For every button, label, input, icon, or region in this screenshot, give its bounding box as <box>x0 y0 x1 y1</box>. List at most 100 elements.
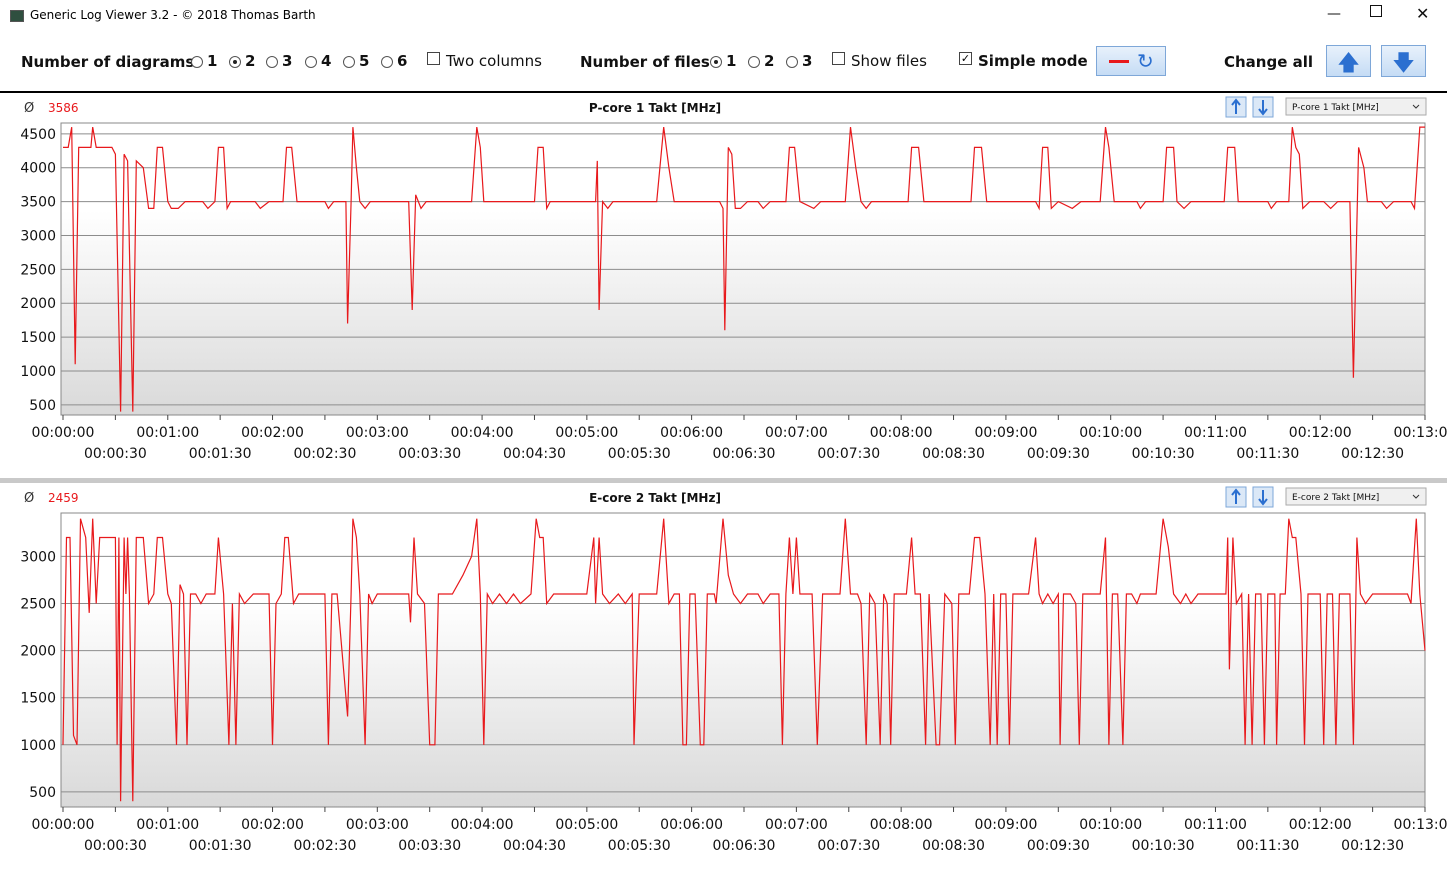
simple-mode-checkbox[interactable]: ✓ <box>959 52 972 65</box>
diagrams-label: Number of diagrams <box>21 53 195 71</box>
down-arrow <box>1258 100 1268 116</box>
x-tick-label: 00:12:00 <box>1289 817 1352 833</box>
x-tick-label: 00:01:30 <box>189 446 252 462</box>
window-title: Generic Log Viewer 3.2 - © 2018 Thomas B… <box>30 8 316 22</box>
y-tick-label: 4500 <box>20 127 56 143</box>
radio-button[interactable] <box>748 56 760 68</box>
x-tick-label: 00:04:30 <box>503 838 566 854</box>
show-files-checkbox[interactable] <box>832 52 845 65</box>
minimize-button[interactable]: — <box>1327 6 1341 22</box>
chart-title: P-core 1 Takt [MHz] <box>589 101 721 115</box>
y-tick-label: 500 <box>29 398 56 414</box>
series-selector-label: E-core 2 Takt [MHz] <box>1292 493 1379 503</box>
radio-button[interactable] <box>229 56 241 68</box>
x-tick-label: 00:03:00 <box>346 817 409 833</box>
x-tick-label: 00:04:00 <box>451 817 514 833</box>
x-tick-label: 00:05:30 <box>608 446 671 462</box>
radio-button[interactable] <box>191 56 203 68</box>
x-tick-label: 00:02:30 <box>293 446 356 462</box>
radio-button[interactable] <box>710 56 722 68</box>
move-down-button[interactable]: 🡇 <box>1381 45 1426 77</box>
up-arrow <box>1231 98 1241 114</box>
radio-label: 4 <box>321 52 332 70</box>
color-refresh-button[interactable]: ↻ <box>1096 46 1166 76</box>
x-tick-label: 00:06:00 <box>660 425 723 441</box>
x-tick-label: 00:08:00 <box>870 817 933 833</box>
x-tick-label: 00:00:00 <box>32 817 95 833</box>
y-tick-label: 500 <box>29 785 56 801</box>
x-tick-label: 00:02:00 <box>241 817 304 833</box>
radio-button[interactable] <box>381 56 393 68</box>
x-tick-label: 00:01:30 <box>189 838 252 854</box>
x-tick-label: 00:08:30 <box>922 838 985 854</box>
radio-label: 1 <box>726 52 737 70</box>
x-tick-label: 00:08:00 <box>870 425 933 441</box>
x-tick-label: 00:07:30 <box>817 446 880 462</box>
x-tick-label: 00:01:00 <box>136 817 199 833</box>
average-value: 3586 <box>48 101 79 115</box>
y-tick-label: 3000 <box>20 549 56 565</box>
close-button[interactable]: ✕ <box>1416 4 1430 23</box>
x-tick-label: 00:09:00 <box>974 817 1037 833</box>
y-tick-label: 3000 <box>20 228 56 244</box>
radio-label: 2 <box>245 52 256 70</box>
data-line <box>63 126 1425 412</box>
x-tick-label: 00:13:00 <box>1394 817 1447 833</box>
files-label: Number of files <box>580 53 710 71</box>
y-tick-label: 1500 <box>20 691 56 707</box>
x-tick-label: 00:07:00 <box>765 425 828 441</box>
x-tick-label: 00:02:00 <box>241 425 304 441</box>
simple-mode-label: Simple mode <box>978 52 1088 70</box>
average-value: 2459 <box>48 491 79 505</box>
x-tick-label: 00:07:00 <box>765 817 828 833</box>
radio-button[interactable] <box>266 56 278 68</box>
radio-button[interactable] <box>305 56 317 68</box>
maximize-button[interactable] <box>1370 5 1382 17</box>
x-tick-label: 00:11:00 <box>1184 425 1247 441</box>
series-selector[interactable] <box>1285 97 1427 116</box>
selector-caret <box>1412 494 1420 499</box>
y-tick-label: 1500 <box>20 330 56 346</box>
radio-label: 3 <box>282 52 293 70</box>
y-tick-label: 2500 <box>20 262 56 278</box>
two-columns-checkbox[interactable] <box>427 52 440 65</box>
y-tick-label: 2500 <box>20 596 56 612</box>
x-tick-label: 00:00:30 <box>84 838 147 854</box>
y-tick-label: 4000 <box>20 161 56 177</box>
up-arrow <box>1231 488 1241 504</box>
show-files-label: Show files <box>851 52 927 70</box>
y-tick-label: 1000 <box>20 738 56 754</box>
y-tick-label: 3500 <box>20 195 56 211</box>
x-tick-label: 00:09:30 <box>1027 838 1090 854</box>
x-tick-label: 00:08:30 <box>922 446 985 462</box>
x-tick-label: 00:10:30 <box>1132 838 1195 854</box>
line-color-icon <box>1109 60 1129 63</box>
radio-button[interactable] <box>786 56 798 68</box>
move-up-button[interactable]: 🡅 <box>1326 45 1371 77</box>
selector-caret <box>1412 104 1420 109</box>
refresh-icon: ↻ <box>1137 49 1154 73</box>
x-tick-label: 00:02:30 <box>293 838 356 854</box>
x-tick-label: 00:10:00 <box>1079 817 1142 833</box>
radio-button[interactable] <box>343 56 355 68</box>
radio-label: 6 <box>397 52 408 70</box>
x-tick-label: 00:05:00 <box>555 817 618 833</box>
x-tick-label: 00:11:00 <box>1184 817 1247 833</box>
x-tick-label: 00:11:30 <box>1236 838 1299 854</box>
radio-label: 5 <box>359 52 370 70</box>
average-symbol: Ø <box>24 101 34 116</box>
x-tick-label: 00:07:30 <box>817 838 880 854</box>
app-icon <box>10 10 24 22</box>
series-selector[interactable] <box>1285 487 1427 506</box>
y-tick-label: 2000 <box>20 644 56 660</box>
plot-area <box>60 512 1426 808</box>
radio-label: 2 <box>764 52 775 70</box>
x-tick-label: 00:03:30 <box>398 838 461 854</box>
chart-title: E-core 2 Takt [MHz] <box>589 491 721 505</box>
x-tick-label: 00:10:00 <box>1079 425 1142 441</box>
x-tick-label: 00:03:30 <box>398 446 461 462</box>
x-tick-label: 00:13:00 <box>1394 425 1447 441</box>
x-tick-label: 00:05:30 <box>608 838 671 854</box>
x-tick-label: 00:11:30 <box>1236 446 1299 462</box>
